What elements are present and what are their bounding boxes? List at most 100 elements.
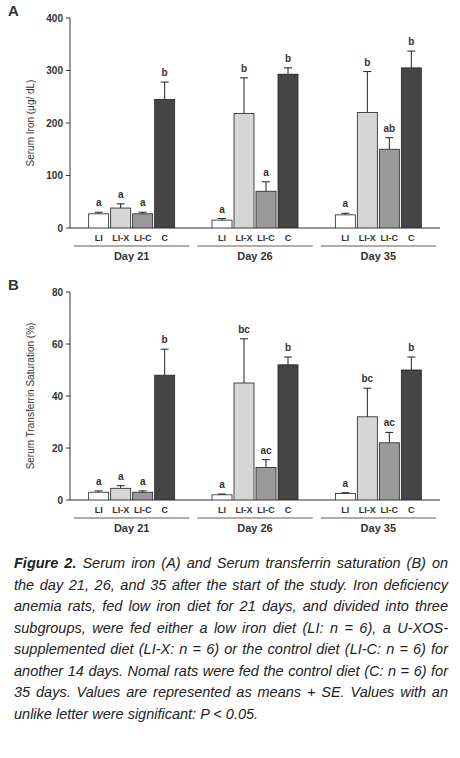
error-line xyxy=(367,388,368,417)
bar-label: LI-X xyxy=(359,233,376,243)
y-tick-label: 300 xyxy=(46,65,63,76)
bar xyxy=(278,365,298,500)
bar xyxy=(357,417,377,500)
y-axis-label: Serum Transferrin Saturation (%) xyxy=(25,323,36,470)
error-cap xyxy=(262,181,270,182)
y-tick-label: 0 xyxy=(57,495,63,506)
error-line xyxy=(288,68,289,74)
error-cap xyxy=(363,388,371,389)
bar-label: LI-C xyxy=(134,505,152,515)
bar-label: C xyxy=(285,505,292,515)
error-line xyxy=(244,78,245,114)
y-tick-label: 400 xyxy=(46,13,63,24)
bar-label: C xyxy=(285,233,292,243)
bar-label: LI-X xyxy=(236,505,253,515)
error-bar xyxy=(262,460,270,468)
significance-letter: a xyxy=(343,198,349,209)
bar xyxy=(234,114,254,228)
y-tick xyxy=(66,500,70,501)
error-line xyxy=(411,51,412,68)
x-tick-label: Day 21 xyxy=(114,250,149,262)
group-bracket xyxy=(74,518,189,519)
labels: aLIaLI-XaLI-CbCDay 21aLIbLI-XaLI-CbCDay … xyxy=(74,36,436,262)
significance-letter: b xyxy=(285,53,291,64)
marks xyxy=(89,51,422,228)
bar-label: LI xyxy=(341,505,349,515)
bar-label: LI-C xyxy=(257,233,275,243)
error-cap xyxy=(341,213,349,214)
group-bracket xyxy=(197,518,312,519)
error-line xyxy=(164,82,165,99)
bar xyxy=(335,494,355,501)
bar-label: LI xyxy=(218,505,226,515)
y-tick-label: 100 xyxy=(46,170,63,181)
error-bar xyxy=(117,486,125,489)
error-bar xyxy=(95,212,103,214)
error-cap xyxy=(218,218,226,219)
error-line xyxy=(266,182,267,191)
panel-label: B xyxy=(8,276,19,293)
bar-label: LI xyxy=(341,233,349,243)
error-bar xyxy=(407,357,415,370)
significance-letter: b xyxy=(408,342,414,353)
bar xyxy=(111,488,131,500)
error-cap xyxy=(240,338,248,339)
bar-label: LI-C xyxy=(257,505,275,515)
error-cap xyxy=(161,82,169,83)
error-bar xyxy=(161,349,169,375)
panel: ASerum Iron (μg/ dL)0100200300400aLIaLI-… xyxy=(8,2,440,262)
error-bar xyxy=(363,388,371,417)
error-bar xyxy=(117,204,125,208)
error-bar xyxy=(218,219,226,221)
error-bar xyxy=(284,68,292,74)
y-tick-label: 80 xyxy=(52,287,64,298)
bar xyxy=(335,215,355,228)
error-line xyxy=(164,349,165,375)
caption-text: Serum iron (A) and Serum transferrin sat… xyxy=(14,555,448,722)
error-bar xyxy=(139,491,147,492)
y-tick-label: 40 xyxy=(52,391,64,402)
bar-label: LI-X xyxy=(359,505,376,515)
y-tick xyxy=(66,344,70,345)
error-line xyxy=(411,357,412,370)
significance-letter: b xyxy=(364,57,370,68)
error-bar xyxy=(341,492,349,494)
bar xyxy=(133,214,153,228)
bar xyxy=(155,99,175,228)
bar xyxy=(89,214,109,228)
bar xyxy=(89,492,109,500)
error-bar xyxy=(284,357,292,365)
error-line xyxy=(389,432,390,442)
significance-letter: a xyxy=(219,204,225,215)
significance-letter: bc xyxy=(238,324,250,335)
bar-label: LI-C xyxy=(381,233,399,243)
error-line xyxy=(244,339,245,383)
labels: aLIaLI-XaLI-CbCDay 21aLIbcLI-XacLI-CbCDa… xyxy=(74,324,436,534)
bar xyxy=(357,113,377,229)
bar xyxy=(379,149,399,228)
error-line xyxy=(120,204,121,208)
caption: Figure 2. Serum iron (A) and Serum trans… xyxy=(14,553,448,725)
error-cap xyxy=(139,212,147,213)
error-cap xyxy=(95,490,103,491)
bar xyxy=(278,74,298,228)
bar xyxy=(256,468,276,501)
panel-label: A xyxy=(8,2,19,19)
bar-label: LI-C xyxy=(381,505,399,515)
bar xyxy=(401,68,421,228)
y-tick xyxy=(66,18,70,19)
error-cap xyxy=(218,494,226,495)
panel: BSerum Transferrin Saturation (%)0204060… xyxy=(8,276,440,534)
bar xyxy=(212,495,232,500)
error-bar xyxy=(341,213,349,215)
significance-letter: b xyxy=(285,342,291,353)
error-cap xyxy=(161,349,169,350)
bar xyxy=(155,375,175,500)
significance-letter: a xyxy=(343,478,349,489)
y-axis-label: Serum Iron (μg/ dL) xyxy=(25,80,36,167)
error-cap xyxy=(95,212,103,213)
significance-letter: b xyxy=(408,36,414,47)
bar-label: C xyxy=(161,233,168,243)
y-tick-label: 60 xyxy=(52,339,64,350)
error-bar xyxy=(240,339,248,383)
